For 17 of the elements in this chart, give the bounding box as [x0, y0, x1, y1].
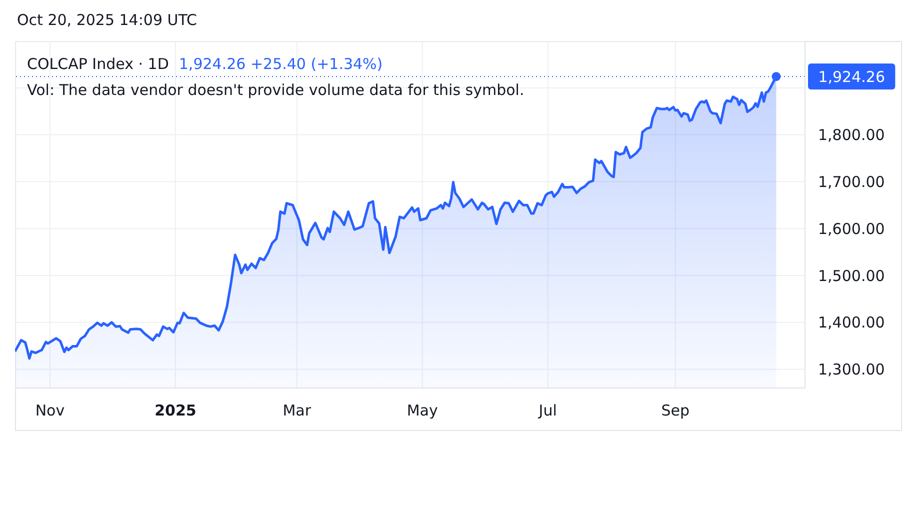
x-tick-label: Nov: [35, 402, 65, 420]
x-tick-label: Jul: [538, 402, 557, 420]
ref-line-label: 1,924.26: [818, 68, 885, 86]
x-tick-label: May: [406, 402, 438, 420]
annotation: Vol: The data vendor doesn't provide volume data for this symbol.: [27, 81, 524, 99]
x-tick-label: 2025: [154, 402, 196, 420]
y-tick-label: 1,800.00: [818, 126, 885, 144]
text: 1,924.26 +25.40 (+1.34%): [178, 55, 383, 73]
text: Oct 20, 2025 14:09 UTC: [17, 11, 197, 29]
y-tick-label: 1,600.00: [818, 220, 885, 238]
x-tick-label: Sep: [661, 402, 690, 420]
x-tick-label: Mar: [282, 402, 312, 420]
y-tick-label: 1,300.00: [818, 360, 885, 379]
text: COLCAP Index · 1D: [27, 55, 169, 73]
y-tick-label: 1,500.00: [818, 266, 885, 285]
y-tick-label: 1,400.00: [818, 314, 885, 332]
y-tick-label: 1,700.00: [818, 173, 885, 191]
